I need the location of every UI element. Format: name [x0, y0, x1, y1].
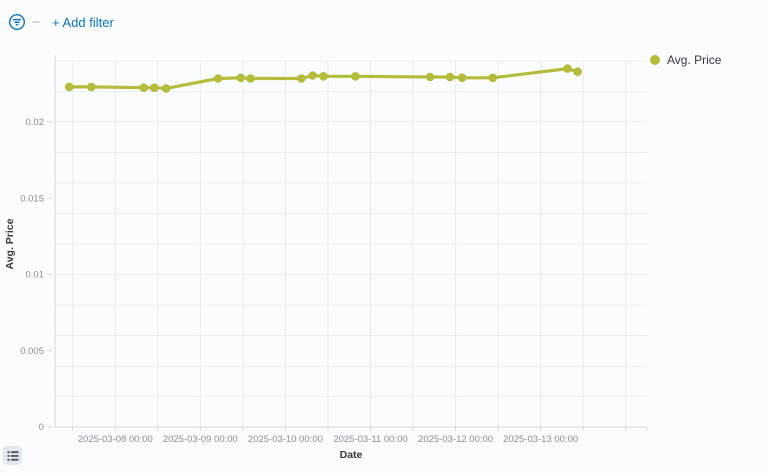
- chart-axes: [47, 55, 648, 431]
- filter-icon[interactable]: [8, 13, 26, 31]
- data-point[interactable]: [351, 72, 360, 81]
- data-point[interactable]: [246, 74, 255, 83]
- x-axis-title: Date: [340, 449, 363, 461]
- data-point[interactable]: [297, 74, 306, 83]
- data-point[interactable]: [425, 72, 435, 82]
- legend-item-label: Avg. Price: [667, 53, 722, 67]
- data-point[interactable]: [161, 84, 171, 93]
- x-axis-tick-label: 2025-03-12 00:00: [418, 434, 493, 445]
- data-point[interactable]: [236, 73, 246, 83]
- legend: Avg. Price: [650, 53, 721, 67]
- x-axis-tick-label: 2025-03-11 00:00: [333, 434, 407, 445]
- chart-tick-labels: 2025-03-08 00:00 2025-03-09 00:00 2025-03-…: [20, 117, 578, 445]
- x-axis-tick-label: 2025-03-08 00:00: [78, 434, 153, 445]
- data-point[interactable]: [87, 82, 96, 92]
- filter-bar: + Add filter: [0, 0, 768, 44]
- series-points: [64, 64, 582, 93]
- data-point[interactable]: [139, 83, 148, 92]
- chart-grid: [55, 60, 647, 428]
- chart-plot-area[interactable]: [55, 61, 647, 427]
- x-axis-tick-label: 2025-03-13 00:00: [503, 434, 578, 445]
- list-icon: [7, 450, 18, 461]
- legend-item-avg-price[interactable]: Avg. Price: [650, 53, 721, 67]
- data-point[interactable]: [488, 73, 498, 83]
- x-axis-tick-label: 2025-03-09 00:00: [163, 434, 238, 445]
- y-axis-tick-label: 0.02: [26, 117, 45, 128]
- y-axis-tick-label: 0.015: [20, 193, 44, 204]
- add-filter-button[interactable]: + Add filter: [48, 13, 118, 32]
- legend-toggle-button[interactable]: [3, 446, 22, 465]
- data-point[interactable]: [213, 74, 223, 83]
- y-axis-tick-label: 0.01: [26, 270, 45, 281]
- data-point[interactable]: [457, 73, 467, 83]
- filter-in-circle-icon: [8, 13, 26, 31]
- data-point[interactable]: [563, 64, 572, 73]
- data-point[interactable]: [573, 67, 582, 76]
- legend-swatch-icon: [650, 55, 660, 65]
- y-axis-tick-label: 0.005: [20, 346, 44, 357]
- x-axis-tick-label: 2025-03-10 00:00: [248, 434, 323, 445]
- data-point[interactable]: [308, 71, 317, 80]
- data-point[interactable]: [150, 83, 159, 92]
- y-axis-tick-label: 0: [39, 422, 44, 433]
- data-point[interactable]: [64, 82, 74, 92]
- data-point[interactable]: [319, 72, 328, 81]
- y-axis-title: Avg. Price: [4, 218, 16, 269]
- data-point[interactable]: [445, 72, 455, 82]
- filter-bar-separator: [32, 21, 40, 23]
